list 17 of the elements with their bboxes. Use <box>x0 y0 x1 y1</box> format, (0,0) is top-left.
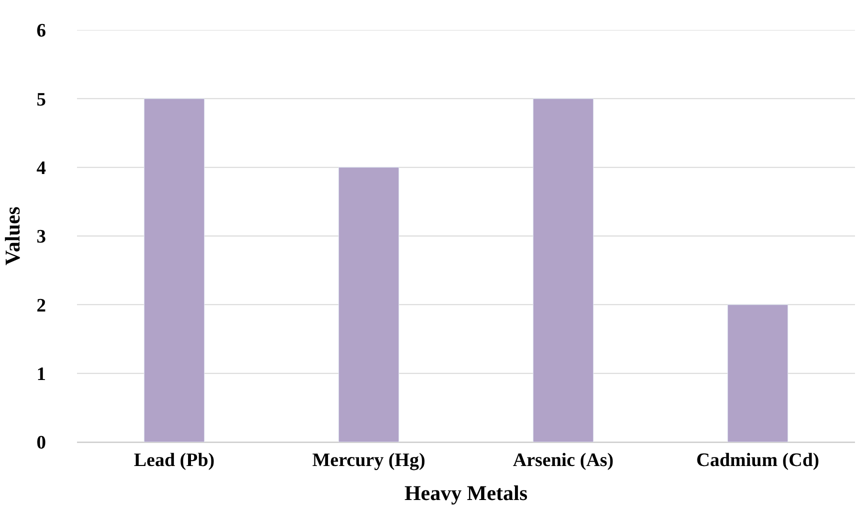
x-tick-label: Cadmium (Cd) <box>696 450 820 471</box>
y-axis-title: Values <box>0 206 25 266</box>
bar <box>727 304 788 442</box>
y-tick-label: 3 <box>36 226 46 248</box>
y-tick-label: 1 <box>36 364 46 385</box>
y-tick-label: 6 <box>36 20 46 42</box>
bar <box>532 98 594 442</box>
x-tick-label: Mercury (Hg) <box>312 450 426 471</box>
bar <box>144 98 205 442</box>
y-tick-label: 0 <box>36 432 46 454</box>
y-tick-label: 2 <box>36 295 46 316</box>
y-tick-label: 4 <box>36 158 46 179</box>
x-axis-title: Heavy Metals <box>404 481 528 505</box>
y-tick-label: 5 <box>36 89 46 110</box>
bar <box>338 167 400 442</box>
x-tick-label: Lead (Pb) <box>134 450 215 471</box>
x-tick-label: Arsenic (As) <box>512 450 614 471</box>
